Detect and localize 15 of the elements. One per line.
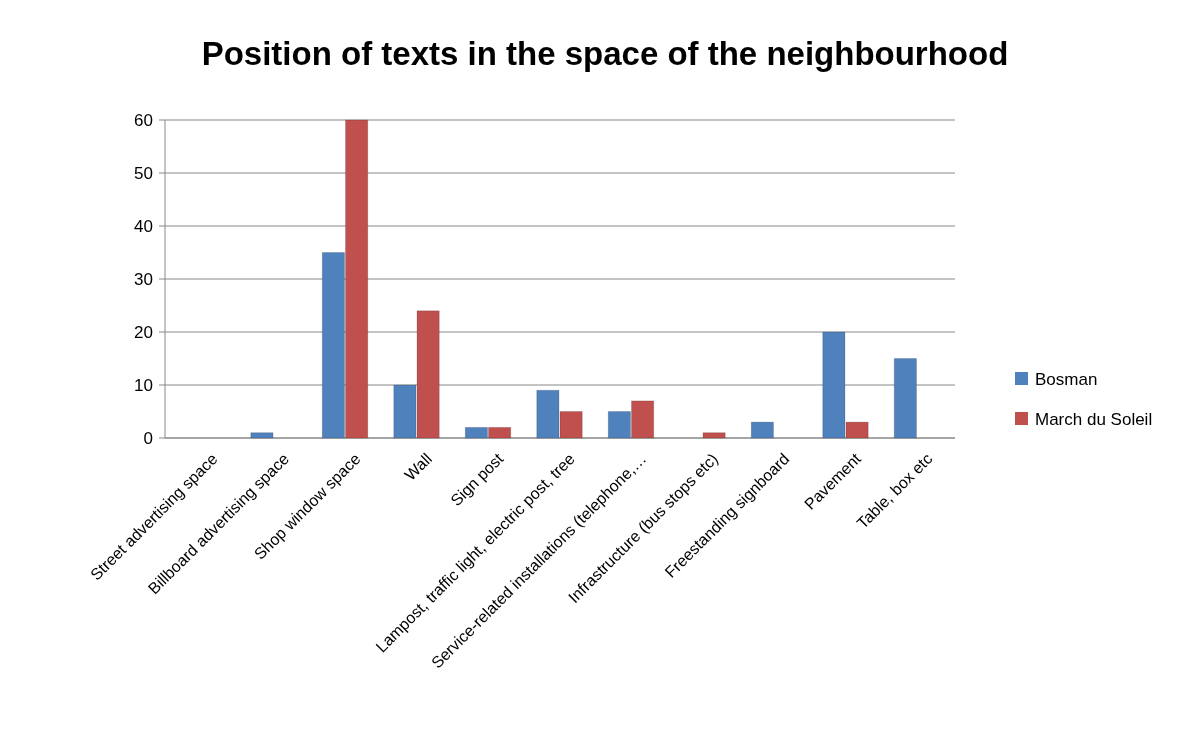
bar — [702, 432, 726, 439]
y-tick-label: 30 — [134, 269, 153, 289]
y-tick-label: 60 — [134, 110, 153, 130]
y-tick-label: 20 — [134, 322, 153, 342]
y-tick-label: 40 — [134, 216, 153, 236]
bar — [250, 432, 274, 439]
y-tick-label: 0 — [143, 428, 153, 448]
x-tick-label: Wall — [401, 450, 436, 484]
legend-label: Bosman — [1035, 369, 1098, 389]
legend-label: March du Soleil — [1035, 409, 1153, 429]
y-tick-label: 10 — [134, 375, 153, 395]
bar — [893, 358, 917, 439]
y-tick-label: 50 — [134, 163, 153, 183]
bar — [750, 421, 774, 439]
chart-title: Position of texts in the space of the neighbourhood — [201, 35, 1009, 72]
